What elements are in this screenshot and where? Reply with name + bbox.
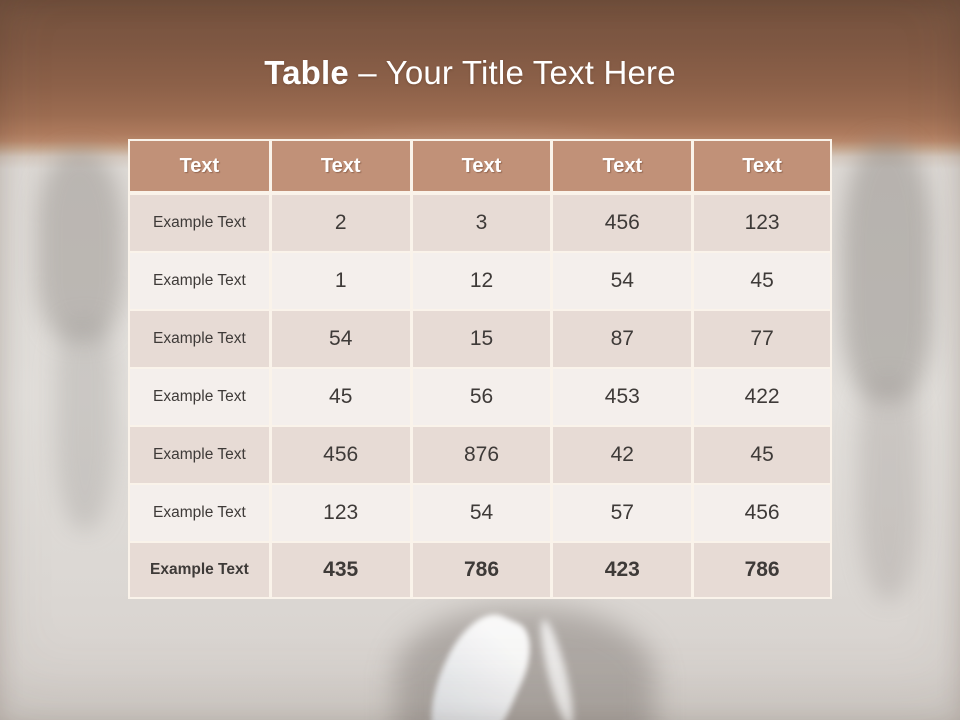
value-cell: 3 — [409, 193, 551, 251]
silhouette-right-person-torso — [842, 140, 932, 400]
table-row: Example Text 54 15 87 77 — [128, 309, 832, 367]
table-body: Example Text 2 3 456 123 Example Text 1 … — [128, 193, 832, 599]
value-cell: 123 — [268, 483, 410, 541]
table-row: Example Text 1 12 54 45 — [128, 251, 832, 309]
header-cell: Text — [550, 139, 692, 193]
value-cell: 456 — [550, 193, 692, 251]
silhouette-left-person-torso — [38, 150, 124, 340]
title-keyword: Table — [264, 54, 349, 91]
table-row-total: Example Text 435 786 423 786 — [128, 541, 832, 599]
value-cell: 45 — [268, 367, 410, 425]
value-cell: 456 — [691, 483, 832, 541]
table-row: Example Text 456 876 42 45 — [128, 425, 832, 483]
title-subtitle-text: – Your Title Text Here — [348, 54, 676, 91]
value-cell: 456 — [268, 425, 410, 483]
row-label-cell: Example Text — [128, 193, 269, 251]
silhouette-right-person-legs — [858, 380, 920, 600]
table-row: Example Text 123 54 57 456 — [128, 483, 832, 541]
row-label-cell: Example Text — [128, 251, 269, 309]
table-row: Example Text 45 56 453 422 — [128, 367, 832, 425]
value-cell: 45 — [691, 425, 832, 483]
value-cell: 57 — [550, 483, 692, 541]
value-cell: 77 — [691, 309, 832, 367]
slide-data-table: Text Text Text Text Text Example Text 2 … — [128, 139, 832, 599]
value-cell: 87 — [550, 309, 692, 367]
silhouette-left-person-legs — [55, 320, 115, 530]
value-cell: 1 — [268, 251, 410, 309]
table-row: Example Text 2 3 456 123 — [128, 193, 832, 251]
value-cell: 786 — [691, 541, 832, 599]
slide-title: Table – Your Title Text Here — [0, 54, 940, 92]
row-label-cell: Example Text — [128, 483, 269, 541]
value-cell: 453 — [550, 367, 692, 425]
value-cell: 876 — [409, 425, 551, 483]
table-header: Text Text Text Text Text — [128, 139, 832, 193]
value-cell: 45 — [691, 251, 832, 309]
value-cell: 786 — [409, 541, 551, 599]
header-cell: Text — [268, 139, 410, 193]
value-cell: 12 — [409, 251, 551, 309]
header-cell: Text — [409, 139, 551, 193]
header-cell: Text — [691, 139, 832, 193]
value-cell: 54 — [268, 309, 410, 367]
row-label-cell: Example Text — [128, 541, 269, 599]
table-header-row: Text Text Text Text Text — [128, 139, 832, 193]
value-cell: 123 — [691, 193, 832, 251]
row-label-cell: Example Text — [128, 367, 269, 425]
value-cell: 422 — [691, 367, 832, 425]
row-label-cell: Example Text — [128, 309, 269, 367]
value-cell: 56 — [409, 367, 551, 425]
value-cell: 42 — [550, 425, 692, 483]
value-cell: 15 — [409, 309, 551, 367]
value-cell: 2 — [268, 193, 410, 251]
value-cell: 423 — [550, 541, 692, 599]
value-cell: 435 — [268, 541, 410, 599]
value-cell: 54 — [550, 251, 692, 309]
row-label-cell: Example Text — [128, 425, 269, 483]
value-cell: 54 — [409, 483, 551, 541]
header-cell: Text — [128, 139, 269, 193]
